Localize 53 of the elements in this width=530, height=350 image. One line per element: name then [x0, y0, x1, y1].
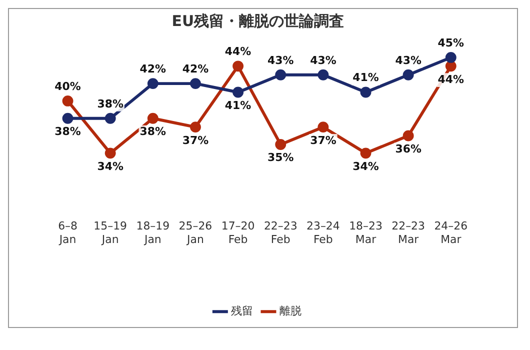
point — [62, 95, 74, 106]
point — [147, 112, 158, 124]
data-label: 37% — [310, 134, 336, 147]
data-label: 43% — [268, 54, 294, 67]
point — [360, 86, 372, 98]
point — [445, 52, 456, 63]
x-tick-label: 23–24 Feb — [306, 220, 340, 246]
data-label: 34% — [352, 160, 379, 173]
point — [232, 86, 244, 98]
point — [147, 78, 158, 90]
point — [275, 139, 286, 150]
data-label: 36% — [395, 142, 422, 156]
data-label: 41% — [352, 71, 379, 84]
data-label: 43% — [395, 54, 422, 67]
data-label: 41% — [224, 99, 252, 112]
point — [104, 112, 116, 124]
x-tick-label: 18–23 Mar — [349, 220, 382, 246]
data-label: 43% — [310, 54, 336, 67]
data-label: 40% — [54, 80, 81, 93]
data-label: 45% — [438, 36, 464, 50]
x-tick-label: 22–23 Feb — [264, 220, 298, 246]
x-tick-label: 6–8 Jan — [58, 220, 78, 246]
point — [318, 69, 329, 80]
x-tick-label: 25–26 Jan — [178, 220, 212, 246]
point — [232, 60, 244, 72]
point — [190, 122, 201, 133]
data-label: 37% — [182, 134, 209, 147]
x-tick-label: 22–23 Mar — [392, 220, 426, 246]
x-tick-label: 24–26 Mar — [434, 220, 468, 246]
x-tick-label: 17–20 Feb — [221, 220, 255, 246]
point — [445, 60, 456, 72]
point — [275, 69, 286, 80]
data-label: 34% — [97, 160, 124, 173]
x-tick-label: 15–19 Jan — [94, 220, 128, 246]
point — [402, 69, 414, 80]
data-label: 35% — [268, 151, 294, 164]
x-tick-label: 18–19 Jan — [136, 220, 170, 246]
data-label: 44% — [438, 72, 464, 86]
data-label: 38% — [97, 97, 124, 110]
point — [360, 148, 372, 159]
chart-title: EU残留・離脱の世論調査 — [172, 12, 344, 30]
point — [402, 130, 414, 142]
point — [104, 148, 116, 159]
legend-label: 残留 — [231, 304, 254, 318]
data-label: 42% — [182, 62, 209, 76]
point — [318, 122, 329, 133]
data-label: 38% — [54, 125, 81, 138]
data-label: 42% — [140, 62, 166, 76]
legend-label: 離脱 — [279, 304, 302, 318]
point — [62, 112, 74, 124]
point — [190, 78, 201, 90]
data-label: 44% — [224, 45, 252, 58]
data-label: 38% — [140, 125, 166, 138]
